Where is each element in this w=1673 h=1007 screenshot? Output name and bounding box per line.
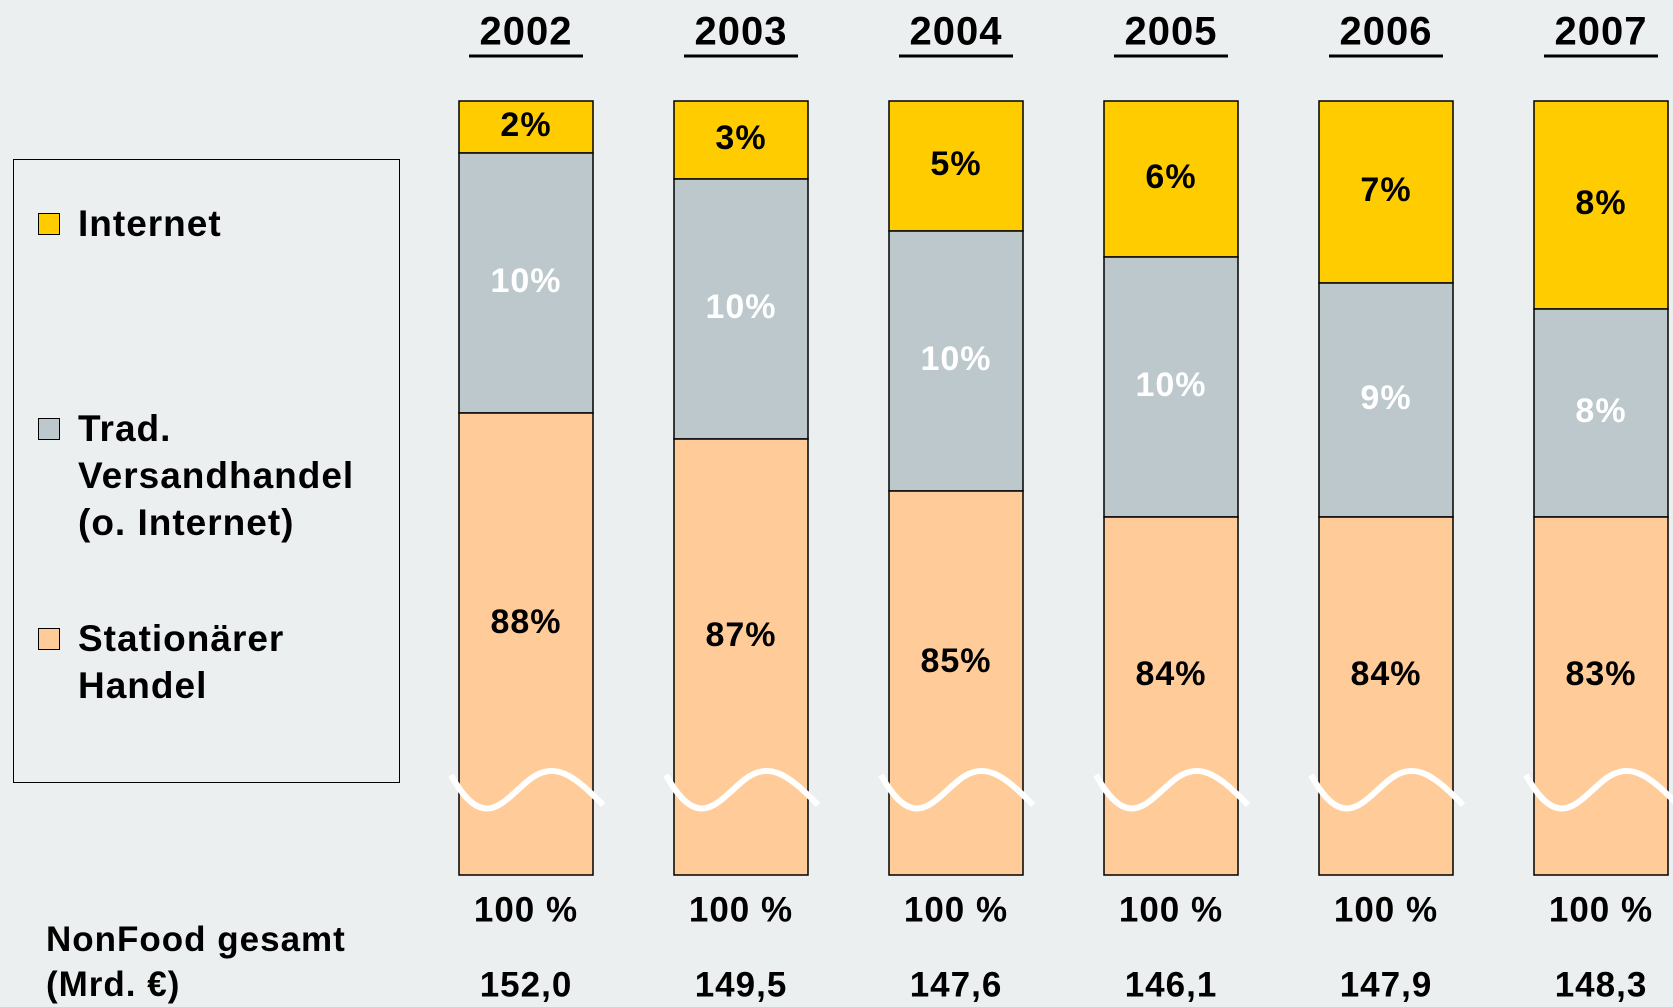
legend-label: Internet <box>78 203 222 244</box>
bar-segment <box>1533 308 1669 518</box>
row-value: 149,5 <box>695 965 788 1004</box>
bar-segment <box>1103 100 1239 258</box>
bar-segment <box>1533 516 1669 876</box>
year-label: 2006 <box>1340 10 1433 54</box>
total-share-label: 100 % <box>474 890 578 929</box>
value-label: 84% <box>1350 655 1421 693</box>
legend: Internet Trad. Versandhandel (o. Internet… <box>13 159 400 783</box>
legend-swatch <box>38 213 60 235</box>
axis-break <box>878 767 1036 812</box>
value-label: 10% <box>1135 366 1206 404</box>
bar-segment <box>458 412 594 876</box>
year-label: 2005 <box>1125 10 1218 54</box>
value-label: 8% <box>1575 392 1626 430</box>
year-label: 2004 <box>910 10 1003 54</box>
row-value: 147,6 <box>910 965 1003 1004</box>
value-label: 7% <box>1360 171 1411 209</box>
total-share-label: 100 % <box>904 890 1008 929</box>
legend-label: Trad. Versandhandel (o. Internet) <box>78 408 355 543</box>
axis-break <box>1523 767 1673 812</box>
axis-break <box>1093 767 1251 812</box>
row-value: 148,3 <box>1555 965 1648 1004</box>
bar-segment <box>673 178 809 440</box>
value-label: 88% <box>490 603 561 641</box>
bar-segment <box>673 100 809 180</box>
bar-segment <box>1318 282 1454 518</box>
legend-swatch <box>38 418 60 440</box>
bar-segment <box>1533 100 1669 310</box>
row-label: NonFood gesamt (Mrd. €) <box>46 920 346 1004</box>
legend-label: Stationärer Handel <box>78 618 285 706</box>
bar-segment <box>1103 516 1239 876</box>
value-label: 2% <box>500 106 551 144</box>
value-label: 85% <box>920 642 991 680</box>
bar-segment <box>1318 100 1454 284</box>
row-value: 152,0 <box>480 965 573 1004</box>
value-label: 87% <box>705 616 776 654</box>
row-value: 147,9 <box>1340 965 1433 1004</box>
year-label: 2003 <box>695 10 788 54</box>
value-label: 5% <box>930 145 981 183</box>
year-label: 2007 <box>1555 10 1648 54</box>
total-share-label: 100 % <box>1549 890 1653 929</box>
bar-segment <box>888 100 1024 232</box>
value-label: 6% <box>1145 158 1196 196</box>
bar-segment <box>458 152 594 414</box>
total-share-label: 100 % <box>1119 890 1223 929</box>
axis-break <box>663 767 821 812</box>
axis-break <box>1308 767 1466 812</box>
value-label: 10% <box>705 288 776 326</box>
value-label: 84% <box>1135 655 1206 693</box>
year-label: 2002 <box>480 10 573 54</box>
total-share-label: 100 % <box>689 890 793 929</box>
bar-segment <box>1103 256 1239 518</box>
legend-swatch <box>38 628 60 650</box>
value-label: 9% <box>1360 379 1411 417</box>
value-label: 10% <box>490 262 561 300</box>
value-label: 10% <box>920 340 991 378</box>
value-label: 3% <box>715 119 766 157</box>
total-share-label: 100 % <box>1334 890 1438 929</box>
bar-segment <box>458 100 594 154</box>
axis-break <box>448 767 606 812</box>
bar-segment <box>888 490 1024 876</box>
value-label: 8% <box>1575 184 1626 222</box>
bar-segment <box>673 438 809 876</box>
bar-segment <box>888 230 1024 492</box>
row-value: 146,1 <box>1125 965 1218 1004</box>
value-label: 83% <box>1565 655 1636 693</box>
bar-segment <box>1318 516 1454 876</box>
